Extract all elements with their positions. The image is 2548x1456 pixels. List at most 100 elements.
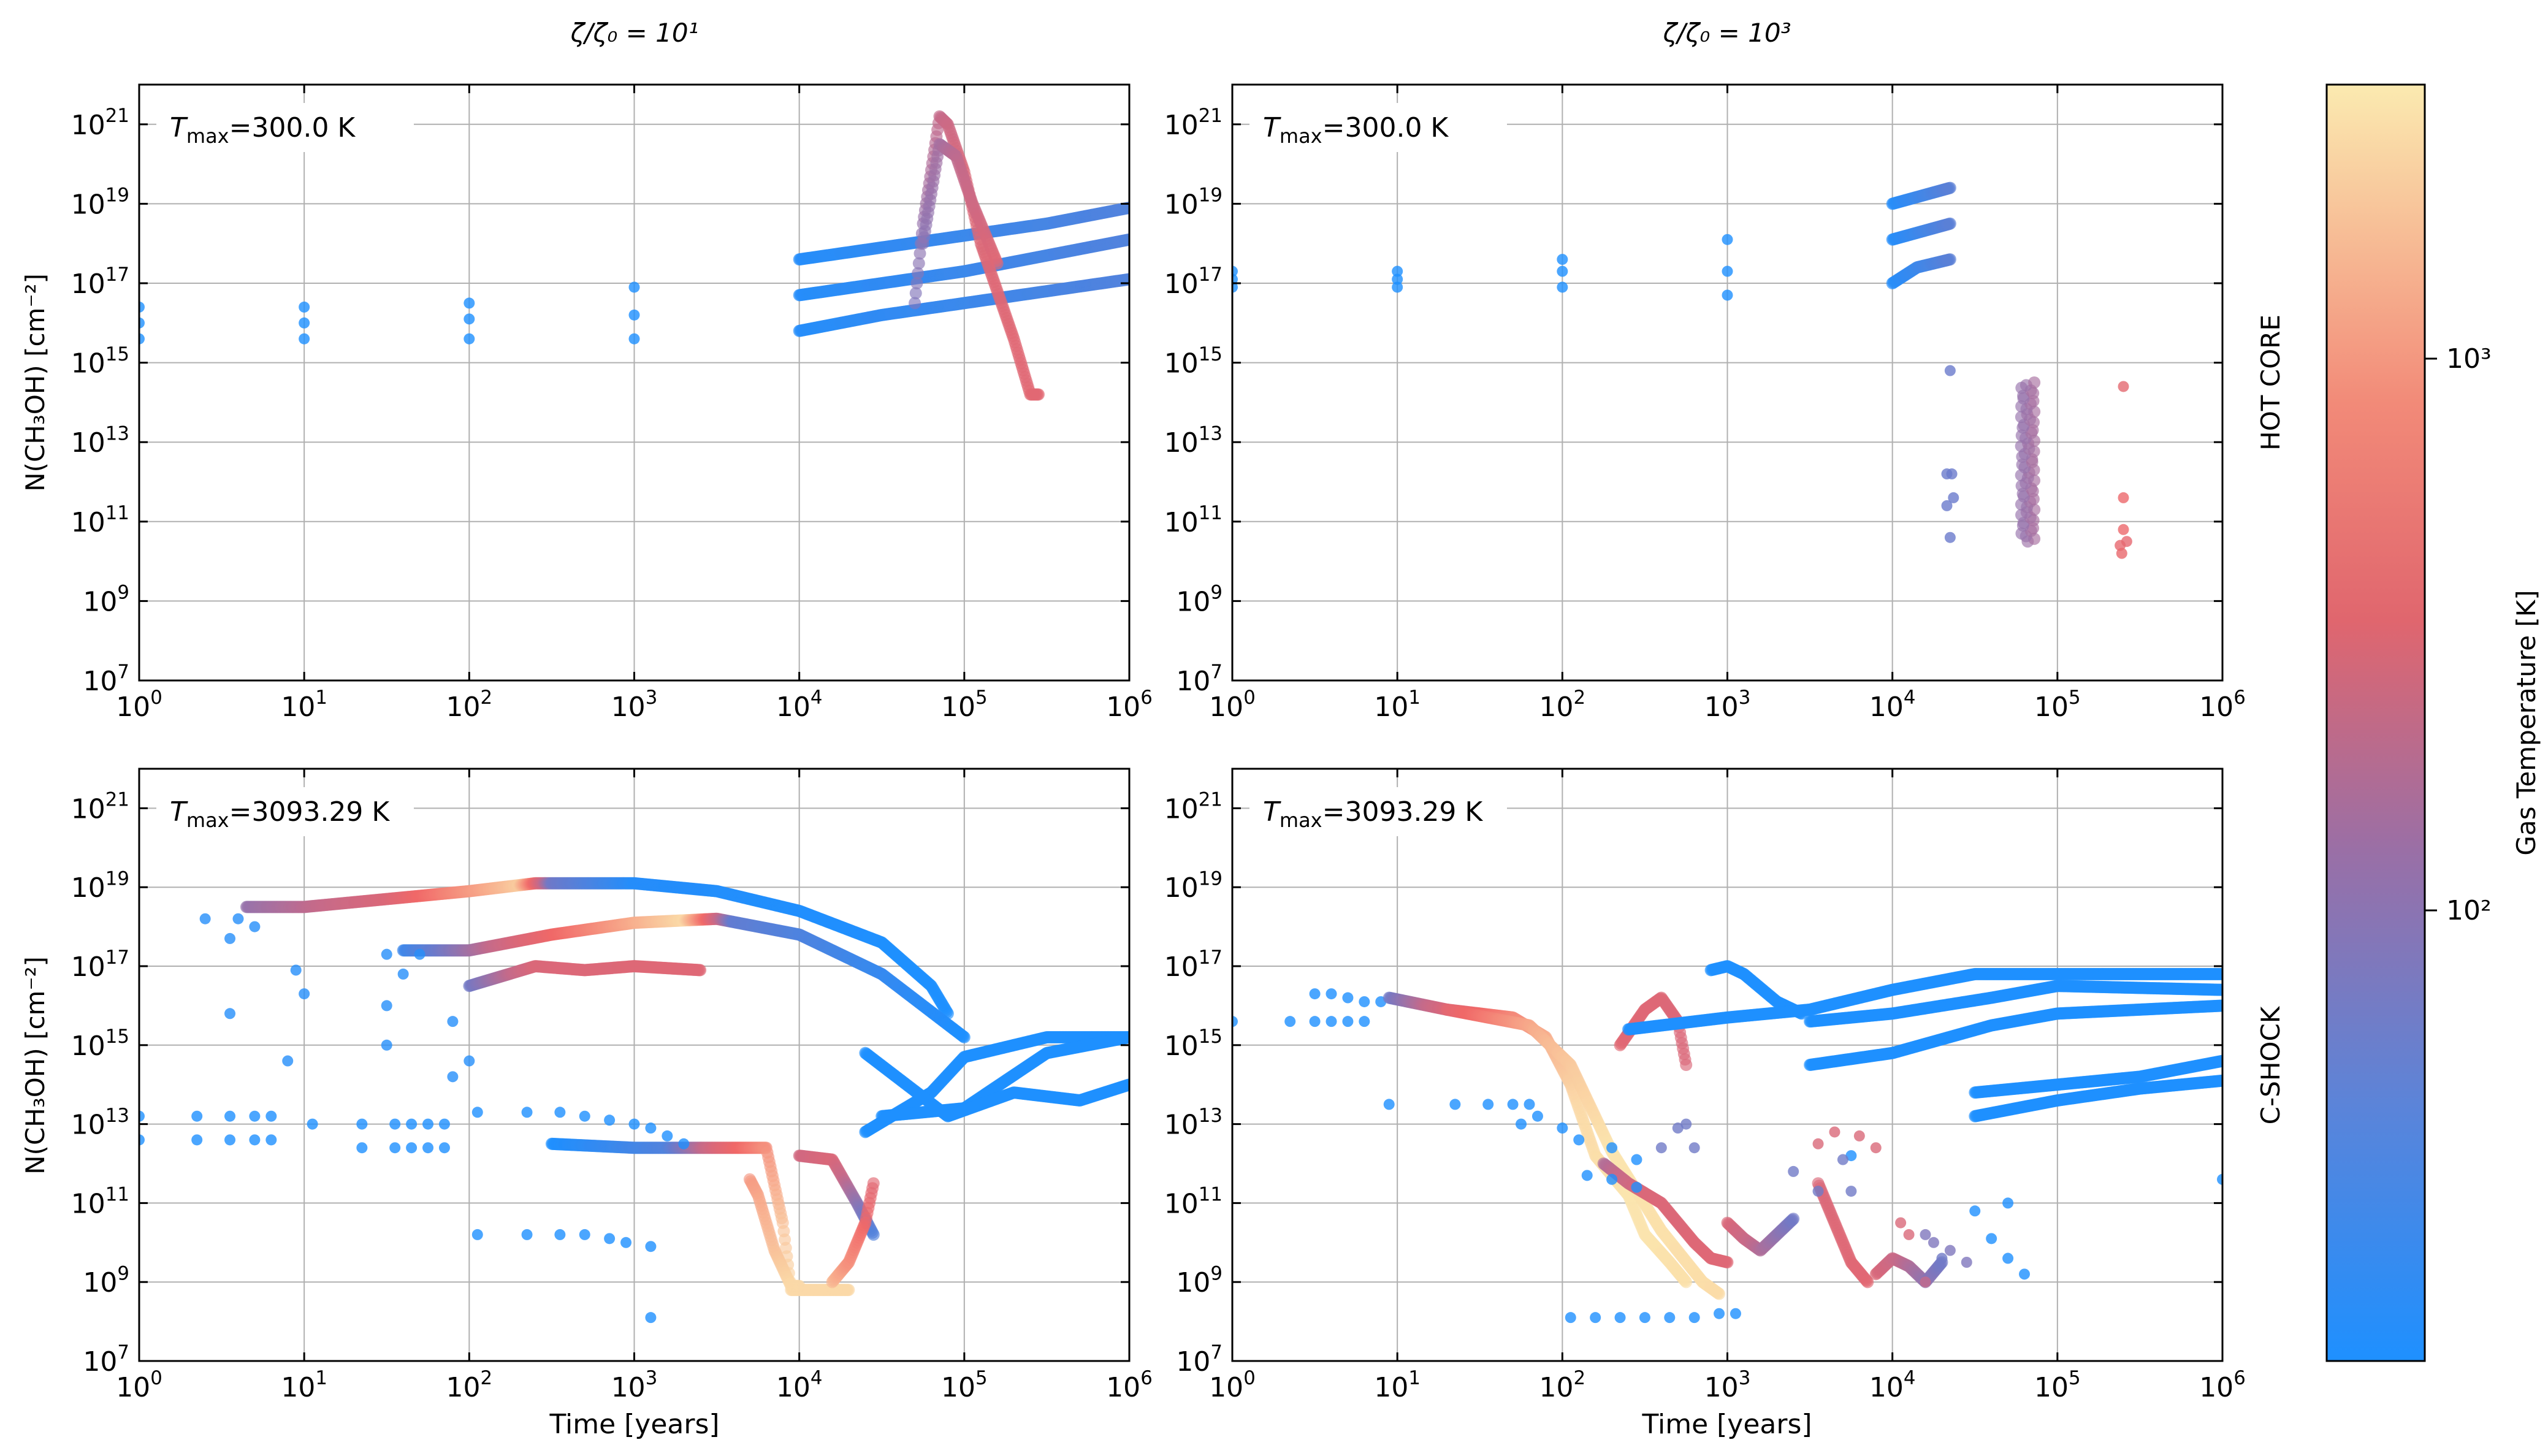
data-point: [1032, 388, 1045, 401]
data-point: [447, 1016, 459, 1027]
data-point: [2118, 492, 2129, 503]
data-point: [554, 1229, 566, 1240]
data-point: [447, 1071, 459, 1083]
annotation-box: [1249, 103, 1507, 152]
data-point: [290, 964, 302, 976]
data-point: [991, 257, 1004, 270]
data-point: [438, 1118, 450, 1130]
data-point: [249, 1134, 261, 1146]
x-tick-label: 103: [611, 687, 658, 723]
data-point: [381, 1000, 392, 1012]
y-tick-label: 1017: [71, 264, 129, 300]
data-point: [694, 964, 707, 977]
x-tick-label: 102: [1539, 687, 1586, 723]
data-point: [604, 1115, 616, 1126]
data-point: [1359, 1016, 1370, 1027]
data-point: [2116, 547, 2127, 559]
data-point: [912, 257, 925, 270]
data-layer: [139, 110, 1129, 401]
data-point: [867, 1228, 880, 1241]
data-point: [2118, 381, 2129, 392]
data-point: [307, 1118, 318, 1130]
y-tick-label: 1019: [1164, 185, 1223, 221]
data-point: [397, 968, 409, 980]
data-point: [958, 1031, 971, 1043]
data-point: [422, 1142, 434, 1154]
data-point: [406, 1142, 418, 1154]
data-point: [356, 1142, 368, 1154]
data-point: [1943, 217, 1956, 230]
y-tick-label: 1021: [71, 789, 129, 825]
data-point: [1944, 365, 1956, 376]
panel-hot-core-zeta-1000: 100 101 102 103 104 105 1061071091011101310151…: [1164, 83, 2246, 723]
data-point: [2028, 376, 2041, 389]
x-tick-label: 102: [446, 687, 493, 723]
data-point: [793, 1279, 806, 1292]
data-point: [2118, 524, 2129, 535]
row-label-hot-core: HOT CORE: [2256, 314, 2286, 451]
y-tick-label: 1017: [71, 947, 129, 983]
data-point: [2121, 536, 2132, 547]
data-point: [299, 317, 310, 329]
x-axis-label-left: Time [years]: [549, 1409, 719, 1440]
data-point: [579, 1229, 590, 1240]
x-tick-label: 104: [1869, 687, 1916, 723]
x-tick-label: 100: [116, 687, 162, 723]
x-tick-label: 106: [1106, 687, 1153, 723]
x-tick-label: 101: [281, 1367, 327, 1403]
data-point: [1943, 181, 1956, 194]
data-point: [224, 1134, 236, 1146]
data-point: [139, 317, 145, 329]
data-point: [406, 1118, 418, 1130]
data-point: [1722, 289, 1733, 301]
data-point: [191, 1134, 203, 1146]
data-point: [1944, 532, 1956, 543]
x-tick-label: 100: [116, 1367, 162, 1403]
data-point: [909, 287, 922, 300]
data-point: [1946, 468, 1958, 480]
data-point: [389, 1142, 401, 1154]
y-tick-label: 1015: [1164, 343, 1223, 379]
x-tick-label: 101: [1374, 687, 1421, 723]
data-point: [381, 1039, 392, 1051]
data-point: [224, 1110, 236, 1122]
data-point: [356, 1118, 368, 1130]
y-tick-label: 1013: [1164, 422, 1223, 459]
data-point: [389, 1118, 401, 1130]
data-point: [1284, 1016, 1296, 1027]
annotation-box: [156, 103, 414, 152]
column-title-right: ζ/ζ₀ = 10³: [1663, 18, 1791, 48]
data-point: [1325, 1016, 1337, 1027]
data-point: [249, 921, 261, 932]
y-tick-label: 1013: [71, 1105, 129, 1141]
data-point: [910, 277, 923, 289]
data-point: [463, 333, 475, 345]
data-point: [422, 1118, 434, 1130]
x-tick-label: 103: [611, 1367, 658, 1403]
x-tick-label: 102: [446, 1367, 493, 1403]
row-label-c-shock: C-SHOCK: [2256, 1005, 2286, 1124]
data-layer: [139, 877, 1129, 1324]
data-point: [139, 333, 145, 345]
data-point: [265, 1134, 277, 1146]
data-point: [438, 1142, 450, 1154]
data-point: [1392, 265, 1403, 277]
x-tick-label: 101: [281, 687, 327, 723]
data-point: [1123, 233, 1129, 246]
data-point: [1941, 500, 1953, 511]
x-tick-label: 105: [941, 1367, 988, 1403]
data-point: [662, 1130, 673, 1142]
y-axis-label-bottom: N(CH₃OH) [cm⁻²]: [20, 956, 50, 1175]
data-point: [199, 913, 211, 924]
data-point: [299, 333, 310, 345]
data-point: [554, 1107, 566, 1118]
data-point: [909, 297, 921, 310]
data-point: [139, 301, 145, 313]
data-point: [232, 913, 244, 924]
y-tick-label: 1017: [1164, 264, 1223, 300]
annotation-tmax: Tmax=300.0 K: [1263, 112, 1449, 148]
data-point: [867, 1177, 880, 1190]
x-tick-label: 104: [776, 1367, 823, 1403]
data-point: [282, 1055, 294, 1067]
data-point: [1309, 988, 1321, 1000]
